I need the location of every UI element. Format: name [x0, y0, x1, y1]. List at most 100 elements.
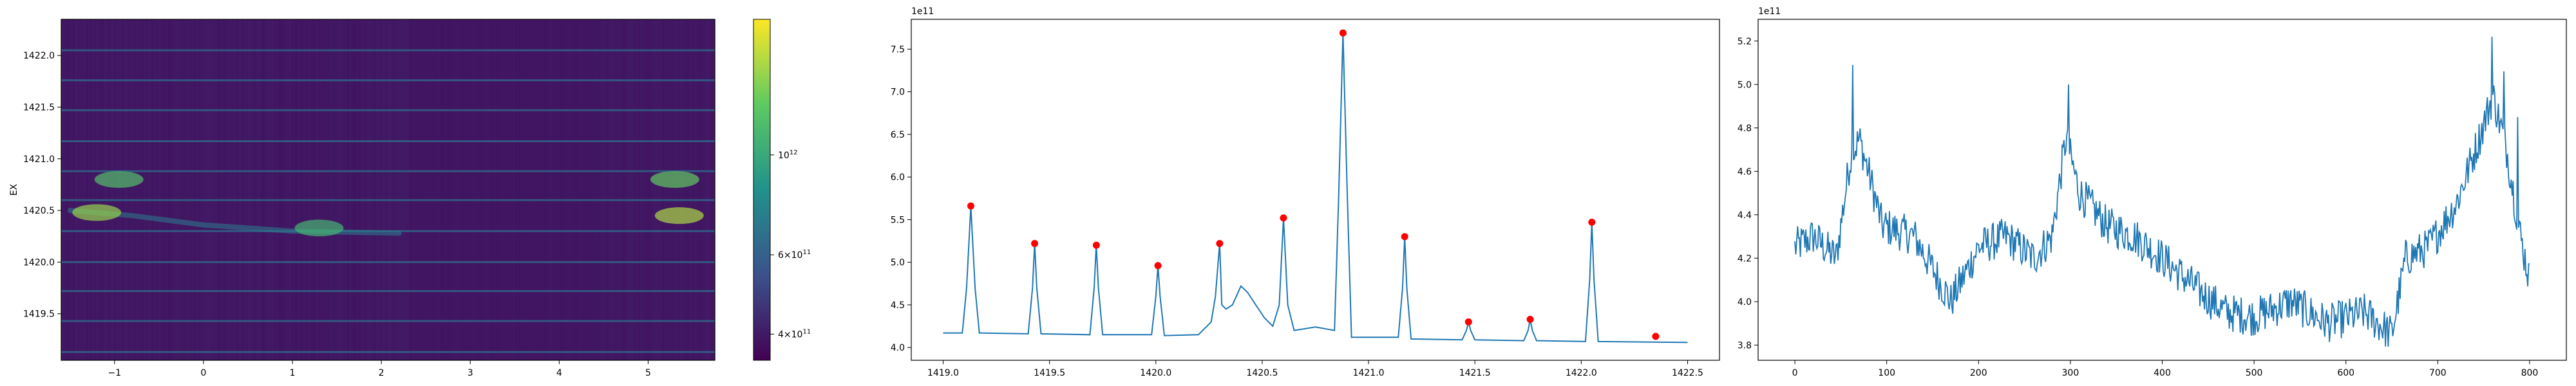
heatmap-column [65, 19, 67, 360]
heatmap-y-tick-label: 1421.0 [23, 154, 55, 165]
peak-marker [1526, 315, 1534, 323]
heatmap-column [140, 19, 142, 360]
heatmap-x-tick-label: 4 [556, 368, 562, 378]
heatmap-column [608, 19, 610, 360]
heatmap-column [436, 19, 438, 360]
heatmap-column [239, 19, 241, 360]
heatmap-column [523, 19, 525, 360]
heatmap-column [111, 19, 113, 360]
heatmap-column [556, 19, 558, 360]
timeseries-y-tick-label: 4.2 [1738, 253, 1752, 264]
heatmap-column [683, 19, 685, 360]
heatmap-column [494, 19, 496, 360]
heatmap-column [583, 19, 585, 360]
heatmap-column [602, 19, 604, 360]
heatmap-column [558, 19, 560, 360]
heatmap-column [79, 19, 80, 360]
heatmap-column [123, 19, 125, 360]
heatmap-column [488, 19, 490, 360]
heatmap-column [679, 19, 681, 360]
peak-marker [1154, 262, 1162, 270]
heatmap-column [80, 19, 82, 360]
heatmap-column [513, 19, 515, 360]
heatmap-column [330, 19, 332, 360]
heatmap-column [662, 19, 664, 360]
heatmap-column [279, 19, 281, 360]
timeseries-x-tick-label: 800 [2521, 368, 2539, 378]
heatmap-column [668, 19, 670, 360]
heatmap-column [115, 19, 117, 360]
heatmap-frame [61, 19, 715, 361]
heatmap-column [96, 19, 98, 360]
heatmap-column [538, 19, 540, 360]
heatmap-column [146, 19, 148, 360]
heatmap-column [569, 19, 571, 360]
heatmap-column [293, 19, 295, 360]
heatmap-column [297, 19, 299, 360]
heatmap-column [336, 19, 337, 360]
timeseries-y-axis: 3.8 4.0 4.2 4.4 4.6 4.8 5.0 5.2 [1738, 37, 1758, 351]
heatmap-column [166, 19, 167, 360]
peaks-x-tick-label: 1421.5 [1459, 368, 1491, 378]
heatmap-column [705, 19, 706, 360]
heatmap-column [245, 19, 247, 360]
heatmap-column [256, 19, 258, 360]
peaks-y-tick-label: 6.5 [891, 130, 905, 140]
heatmap-column [283, 19, 285, 360]
heatmap-column [596, 19, 598, 360]
heatmap-column [108, 19, 109, 360]
peak-marker [1652, 333, 1660, 340]
heatmap-column [681, 19, 683, 360]
heatmap-column [451, 19, 453, 360]
heatmap-column [82, 19, 84, 360]
heatmap-column [407, 19, 409, 360]
heatmap-column [666, 19, 668, 360]
heatmap-column [86, 19, 88, 360]
heatmap-column [450, 19, 451, 360]
heatmap-x-tick-label: 1 [290, 368, 296, 378]
heatmap-column [357, 19, 359, 360]
heatmap-column [413, 19, 415, 360]
heatmap-column [397, 19, 399, 360]
timeseries-series [1794, 36, 2530, 347]
heatmap-column [355, 19, 357, 360]
heatmap-y-tick-label: 1420.5 [23, 206, 55, 216]
peaks-x-tick-label: 1421.0 [1353, 368, 1385, 378]
heatmap-column [536, 19, 538, 360]
heatmap-column [287, 19, 289, 360]
heatmap-column [620, 19, 621, 360]
heatmap-column [158, 19, 160, 360]
heatmap-column [94, 19, 96, 360]
heatmap-column [210, 19, 212, 360]
heatmap-column [181, 19, 183, 360]
heatmap-column [227, 19, 229, 360]
heatmap-column [660, 19, 662, 360]
heatmap-image [61, 19, 716, 360]
heatmap-column [295, 19, 297, 360]
peaks-x-tick-label: 1422.5 [1672, 368, 1703, 378]
heatmap-column [432, 19, 434, 360]
heatmap-column [677, 19, 679, 360]
heatmap-column [194, 19, 196, 360]
heatmap-bright-row [61, 261, 715, 263]
heatmap-column [552, 19, 554, 360]
timeseries-x-tick-label: 200 [1970, 368, 1987, 378]
heatmap-column [455, 19, 457, 360]
heatmap-column [417, 19, 419, 360]
heatmap-column [473, 19, 475, 360]
heatmap-column [689, 19, 691, 360]
heatmap-column [167, 19, 169, 360]
heatmap-column [179, 19, 181, 360]
peaks-y-tick-label: 7.5 [891, 44, 905, 55]
heatmap-column [152, 19, 154, 360]
peaks-x-tick-label: 1420.0 [1140, 368, 1171, 378]
heatmap-x-axis: −1 0 1 2 3 4 5 [108, 360, 651, 378]
timeseries-x-tick-label: 500 [2246, 368, 2263, 378]
heatmap-column [461, 19, 463, 360]
heatmap-column [633, 19, 635, 360]
heatmap-column [254, 19, 256, 360]
peaks-y-tick-label: 6.0 [891, 172, 905, 183]
heatmap-column [249, 19, 251, 360]
heatmap-column [187, 19, 189, 360]
heatmap-column [426, 19, 428, 360]
